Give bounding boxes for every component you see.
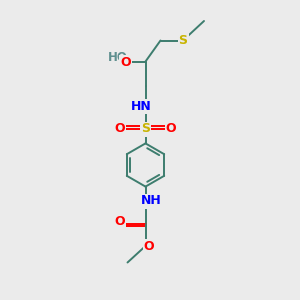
Text: O: O [115, 214, 125, 228]
Text: O: O [115, 122, 125, 136]
Text: O: O [120, 56, 131, 69]
Text: S: S [178, 34, 188, 47]
Text: S: S [141, 122, 150, 136]
Text: HN: HN [130, 100, 152, 113]
Text: HO: HO [108, 51, 127, 64]
Text: O: O [166, 122, 176, 136]
Text: O: O [144, 239, 154, 253]
Text: NH: NH [140, 194, 161, 208]
